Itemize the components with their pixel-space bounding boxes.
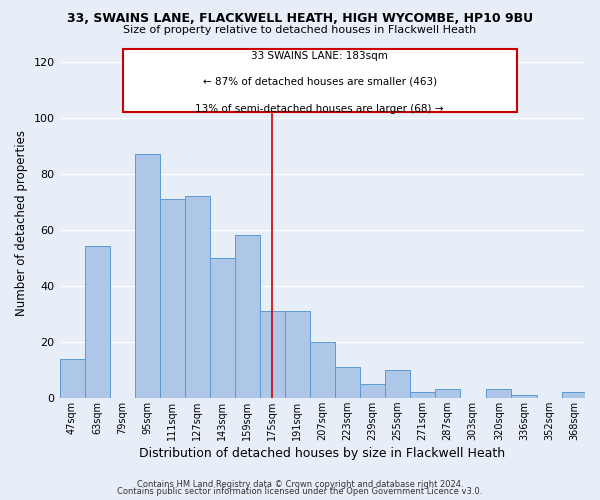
Bar (511, 395, 536, 398)
X-axis label: Distribution of detached houses by size in Flackwell Heath: Distribution of detached houses by size … (139, 447, 505, 460)
Bar (235, 235, 260, 398)
Bar (310, 342, 335, 398)
Bar (134, 154, 160, 398)
Bar (59, 358, 85, 398)
Text: 33, SWAINS LANE, FLACKWELL HEATH, HIGH WYCOMBE, HP10 9BU: 33, SWAINS LANE, FLACKWELL HEATH, HIGH W… (67, 12, 533, 26)
Bar (360, 384, 385, 398)
Bar (285, 311, 310, 398)
Text: Contains HM Land Registry data © Crown copyright and database right 2024.: Contains HM Land Registry data © Crown c… (137, 480, 463, 489)
Text: ← 87% of detached houses are smaller (463): ← 87% of detached houses are smaller (46… (203, 76, 437, 86)
Bar (410, 392, 435, 398)
Bar (260, 311, 285, 398)
Text: 13% of semi-detached houses are larger (68) →: 13% of semi-detached houses are larger (… (196, 104, 444, 114)
Y-axis label: Number of detached properties: Number of detached properties (15, 130, 28, 316)
Bar (385, 370, 410, 398)
Bar (562, 392, 587, 398)
Text: Size of property relative to detached houses in Flackwell Heath: Size of property relative to detached ho… (124, 25, 476, 35)
Bar (335, 367, 360, 398)
Bar (185, 196, 209, 398)
Bar (209, 258, 235, 398)
Bar (435, 390, 460, 398)
Bar (487, 390, 511, 398)
Text: 33 SWAINS LANE: 183sqm: 33 SWAINS LANE: 183sqm (251, 51, 388, 61)
Bar (160, 199, 185, 398)
Bar (85, 246, 110, 398)
Text: Contains public sector information licensed under the Open Government Licence v3: Contains public sector information licen… (118, 488, 482, 496)
FancyBboxPatch shape (122, 50, 517, 112)
